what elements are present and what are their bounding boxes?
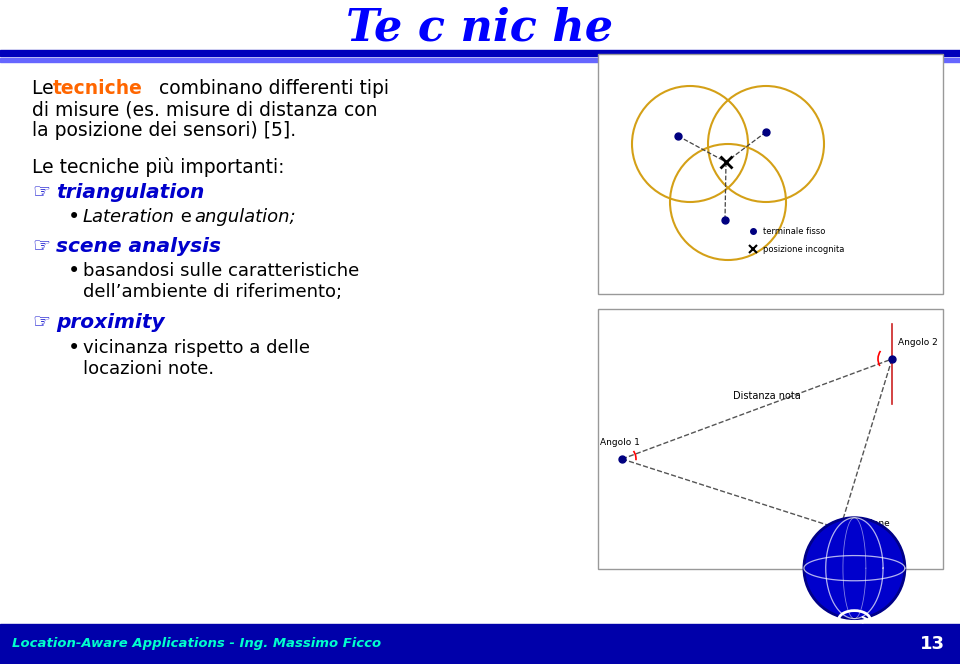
Text: Te c nic he: Te c nic he <box>347 7 613 50</box>
Text: terminale fisso: terminale fisso <box>763 226 826 236</box>
Bar <box>598 54 943 294</box>
Text: 13: 13 <box>920 635 945 653</box>
Text: posizione incognita: posizione incognita <box>763 244 845 254</box>
Text: scene analysis: scene analysis <box>56 236 221 256</box>
Text: Lateration: Lateration <box>83 208 175 226</box>
Text: Le: Le <box>32 80 60 98</box>
Bar <box>0 624 960 664</box>
Text: la posizione dei sensori) [5].: la posizione dei sensori) [5]. <box>32 122 296 141</box>
Text: locazioni note.: locazioni note. <box>83 360 214 378</box>
Text: Angolo 2: Angolo 2 <box>898 338 938 347</box>
Text: tecniche: tecniche <box>53 80 143 98</box>
Text: Distanza nota: Distanza nota <box>733 391 801 401</box>
Text: proximity: proximity <box>56 313 164 331</box>
Text: di misure (es. misure di distanza con: di misure (es. misure di distanza con <box>32 100 377 120</box>
Text: dell’ambiente di riferimento;: dell’ambiente di riferimento; <box>83 283 342 301</box>
Circle shape <box>804 518 905 619</box>
Text: angulation;: angulation; <box>194 208 296 226</box>
Bar <box>598 309 943 569</box>
Text: basandosi sulle caratteristiche: basandosi sulle caratteristiche <box>83 262 359 280</box>
Text: Le tecniche più importanti:: Le tecniche più importanti: <box>32 157 284 177</box>
Bar <box>0 58 960 62</box>
Text: triangulation: triangulation <box>56 183 204 203</box>
Text: Angolo 1: Angolo 1 <box>600 438 640 447</box>
Text: e: e <box>175 208 198 226</box>
Text: combinano differenti tipi: combinano differenti tipi <box>153 80 389 98</box>
Text: •: • <box>68 261 81 281</box>
Bar <box>0 50 960 56</box>
Text: •: • <box>68 207 81 227</box>
Text: •: • <box>68 338 81 358</box>
Text: posizione
incognita: posizione incognita <box>847 519 890 539</box>
Text: ☞: ☞ <box>32 313 50 331</box>
Text: ☞: ☞ <box>32 183 50 203</box>
Text: ☞: ☞ <box>32 236 50 256</box>
Text: vicinanza rispetto a delle: vicinanza rispetto a delle <box>83 339 310 357</box>
Text: Location-Aware Applications - Ing. Massimo Ficco: Location-Aware Applications - Ing. Massi… <box>12 637 381 651</box>
